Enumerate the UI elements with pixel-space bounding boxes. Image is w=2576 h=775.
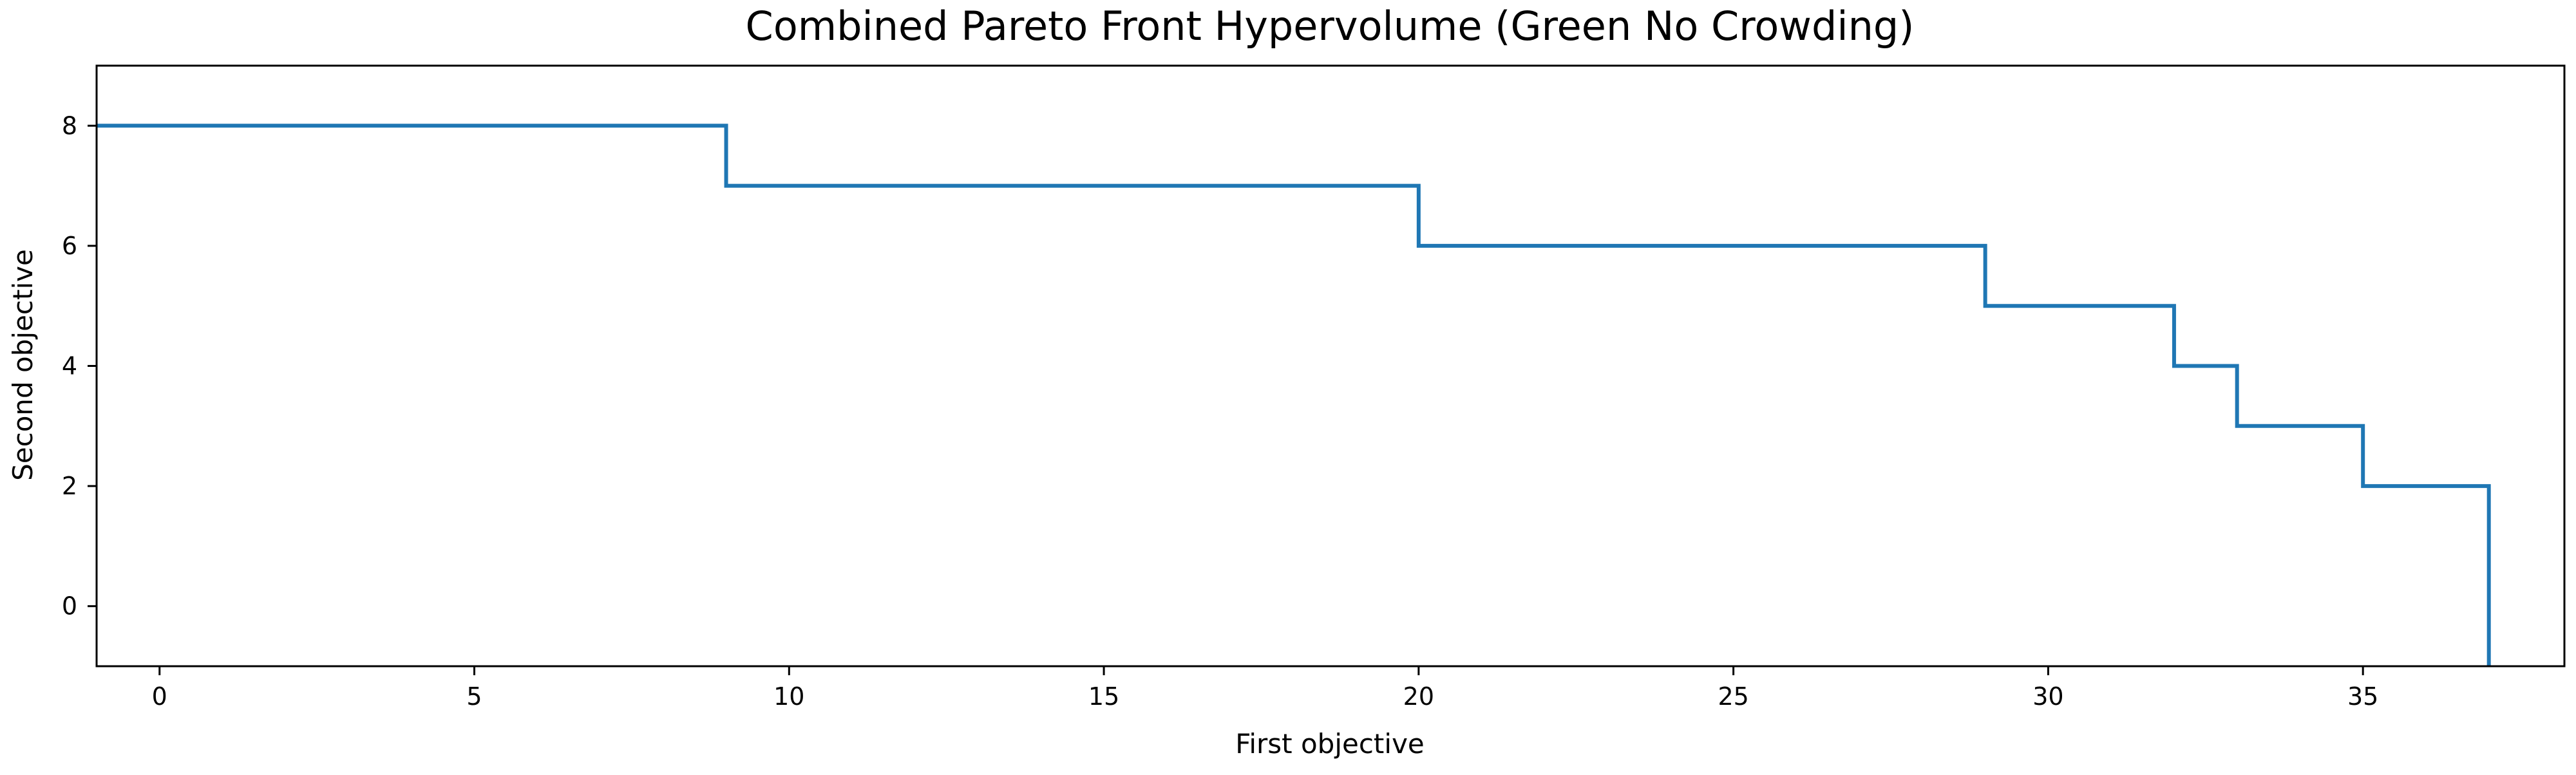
x-tick-label: 15 [1088, 682, 1119, 711]
y-tick-label: 4 [62, 352, 77, 380]
plot-area [97, 124, 2491, 666]
x-tick-label: 20 [1403, 682, 1434, 711]
plot-frame [95, 64, 2566, 668]
x-tick-label: 25 [1718, 682, 1748, 711]
x-tick-label: 35 [2347, 682, 2378, 711]
x-tick-label: 10 [773, 682, 804, 711]
x-tick-label: 5 [466, 682, 482, 711]
y-axis-label: Second objective [7, 249, 39, 481]
pareto-front-line [97, 124, 2491, 666]
chart-title: Combined Pareto Front Hypervolume (Green… [746, 3, 1915, 50]
y-axis-ticks: 0 2 4 6 8 [62, 111, 97, 621]
x-tick-label: 30 [2032, 682, 2063, 711]
x-axis-label: First objective [1235, 728, 1425, 760]
x-axis-ticks: 0 5 10 15 20 25 30 35 [152, 666, 2378, 711]
y-tick-label: 8 [62, 111, 77, 140]
x-tick-label: 0 [152, 682, 167, 711]
y-tick-label: 0 [62, 592, 77, 621]
y-tick-label: 6 [62, 232, 77, 260]
y-tick-label: 2 [62, 472, 77, 500]
